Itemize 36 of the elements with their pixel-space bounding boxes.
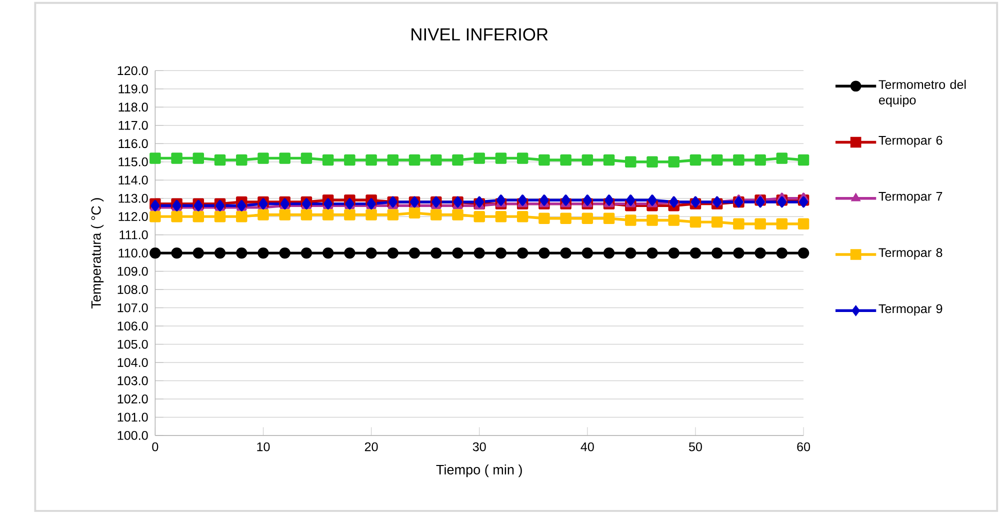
x-tick-label: 10	[257, 442, 270, 452]
chart-title: NIVEL INFERIOR	[412, 28, 548, 41]
y-tick-label: 119.0	[118, 84, 148, 94]
y-tick-label: 118.0	[118, 102, 148, 112]
y-tick-label: 111.0	[120, 230, 148, 240]
y-tick-label: 103.0	[118, 376, 148, 386]
y-tick-label: 112.0	[118, 212, 148, 222]
x-tick-label: 20	[364, 442, 378, 452]
y-tick-label: 120.0	[118, 66, 148, 76]
x-tick-label: 50	[688, 442, 702, 452]
x-tick-label: 30	[472, 442, 486, 452]
legend-label: Termopar 6	[878, 136, 942, 148]
y-axis-title: Temperatura ( °C )	[90, 198, 104, 309]
y-tick-label: 114.0	[118, 176, 148, 185]
y-tick-label: 115.0	[118, 157, 148, 166]
y-tick-label: 105.0	[118, 340, 148, 349]
y-tick-label: 100.0	[118, 431, 148, 440]
legend-label: Termopar 7	[878, 192, 942, 204]
x-tick-label: 0	[152, 442, 158, 452]
y-tick-label: 106.0	[118, 322, 148, 331]
y-tick-label: 104.0	[118, 358, 148, 368]
y-tick-label: 101.0	[118, 412, 148, 422]
y-tick-label: 113.0	[118, 194, 148, 203]
y-tick-label: 109.0	[118, 266, 148, 276]
y-tick-label: 116.0	[118, 139, 148, 148]
legend-label: Termopar 9	[878, 304, 942, 316]
x-tick-label: 40	[580, 442, 594, 452]
x-axis-title: Tiempo ( min )	[436, 464, 522, 478]
y-tick-label: 117.0	[118, 120, 148, 130]
y-tick-label: 108.0	[118, 285, 148, 294]
x-tick-label: 60	[797, 442, 810, 452]
legend-label: Termometro del equipo	[878, 80, 966, 108]
legend-label: Termopar 8	[878, 248, 942, 260]
y-tick-label: 107.0	[118, 303, 148, 312]
y-tick-label: 110.0	[118, 248, 148, 258]
y-tick-label: 102.0	[118, 394, 148, 404]
